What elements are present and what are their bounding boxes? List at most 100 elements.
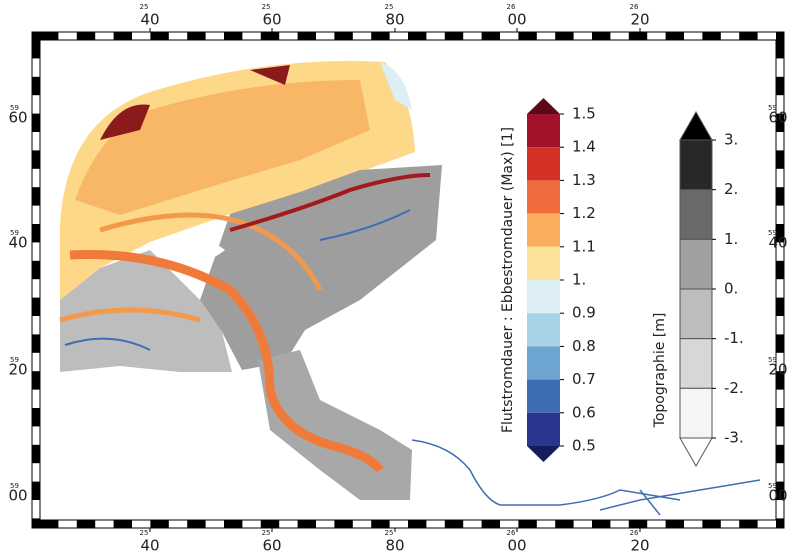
frame-stripe <box>555 520 574 528</box>
colorbar-segment <box>527 280 560 314</box>
x-axis-minor-label: 26 <box>630 3 639 11</box>
frame-stripe <box>187 520 206 528</box>
colorbar-tick-label: 0.6 <box>572 403 596 421</box>
y-axis-minor-label: 59 <box>10 229 19 237</box>
colorbar-tick-label: -1. <box>724 329 744 347</box>
colorbar-segment <box>679 288 713 340</box>
frame-stripe <box>260 520 280 528</box>
frame-corner <box>776 520 784 528</box>
colorbar-segment <box>527 412 560 446</box>
colorbar-tick-label: 0.7 <box>572 370 596 388</box>
frame-stripe <box>408 32 427 40</box>
x-axis-minor-label: 26 <box>507 3 516 11</box>
colorbar-tick-label: 0. <box>724 280 738 298</box>
x-axis-label: 40 <box>140 537 159 555</box>
colorbar-segment <box>679 189 713 240</box>
y-axis-label: 60 <box>8 109 27 127</box>
frame-stripe <box>334 32 353 40</box>
colorbar-segment <box>527 246 560 280</box>
colorbar-segment <box>527 379 560 413</box>
colorbar-segment <box>679 238 713 290</box>
frame-stripe <box>297 32 316 40</box>
channel <box>229 173 431 232</box>
frame-stripe <box>444 520 464 528</box>
frame-stripe <box>776 408 784 427</box>
frame-stripe <box>592 520 611 528</box>
frame-stripe <box>776 150 784 169</box>
frame-corner <box>32 520 40 528</box>
x-axis-label: 80 <box>385 537 404 555</box>
colorbar-tick-label: 0.9 <box>572 304 596 322</box>
frame-stripe <box>628 32 648 40</box>
y-axis-minor-label: 59 <box>768 482 777 490</box>
frame-stripe <box>76 32 96 40</box>
frame-stripe <box>150 520 169 528</box>
frame-stripe <box>776 76 784 96</box>
frame <box>31 28 785 532</box>
frame-stripe <box>776 224 784 243</box>
frame-stripe <box>32 334 40 353</box>
frame-stripe <box>776 444 784 464</box>
x-axis-label: 20 <box>630 11 649 29</box>
colorbar-segment <box>679 338 713 389</box>
frame-stripe <box>113 520 132 528</box>
frame-stripe <box>224 520 243 528</box>
channel <box>69 249 384 473</box>
colorbar-segment <box>527 346 560 380</box>
x-axis-label: 00 <box>507 537 526 555</box>
y-axis-label: 20 <box>768 361 787 379</box>
x-axis-label: 00 <box>507 11 526 29</box>
y-axis-minor-label: 59 <box>768 356 777 364</box>
colorbar-tick-label: 1. <box>572 271 586 289</box>
frame-stripe <box>444 32 464 40</box>
frame-stripe <box>776 371 784 390</box>
frame-stripe <box>481 520 500 528</box>
colorbar-tick-label: 1.1 <box>572 237 596 255</box>
frame-stripe <box>776 260 784 280</box>
y-axis-label: 20 <box>8 361 27 379</box>
colorbar-title: Topographie [m] <box>652 313 668 429</box>
frame-stripe <box>665 520 684 528</box>
x-axis-label: 20 <box>630 537 649 555</box>
frame-stripe <box>665 32 684 40</box>
x-axis-label: 80 <box>385 11 404 29</box>
frame-stripe <box>518 520 537 528</box>
y-axis-minor-label: 59 <box>10 356 19 364</box>
colorbar-over <box>527 98 560 114</box>
channel <box>64 209 411 351</box>
frame-stripe <box>776 40 784 59</box>
x-axis-minor-label: 26 <box>630 529 639 537</box>
frame-stripe <box>776 297 784 316</box>
frame-stripe <box>518 32 537 40</box>
frame-stripe <box>40 32 59 40</box>
frame-stripe <box>32 150 40 169</box>
colorbar-tick-label: 1. <box>724 230 738 248</box>
frame-stripe <box>371 32 390 40</box>
frame-stripe <box>32 518 40 520</box>
map-area <box>59 60 761 516</box>
frame-stripe <box>297 520 316 528</box>
colorbar-tick-label: 0.5 <box>572 437 596 455</box>
land <box>200 165 442 370</box>
frame-stripe <box>592 32 611 40</box>
x-axis-minor-label: 25 <box>262 3 271 11</box>
frame-stripe <box>32 113 40 132</box>
x-axis-minor-label: 25 <box>385 529 394 537</box>
frame-stripe <box>32 371 40 390</box>
y-axis-label: 40 <box>8 234 27 252</box>
island <box>165 238 225 264</box>
frame-stripe <box>187 32 206 40</box>
frame-stripe <box>32 408 40 427</box>
frame-stripe <box>628 520 648 528</box>
frame-stripe <box>776 481 784 500</box>
frame-stripe <box>32 481 40 500</box>
river <box>411 439 761 516</box>
x-axis-minor-label: 25 <box>140 3 149 11</box>
colorbar-title: Flutstromdauer : Ebbestromdauer (Max) [1… <box>500 127 516 433</box>
colorbar-tick-label: 2. <box>724 180 738 198</box>
axis-labels: 2540254025602560258025802600260026202620… <box>8 3 787 555</box>
frame-stripe <box>76 520 96 528</box>
x-axis-label: 60 <box>262 11 281 29</box>
sea-area <box>75 80 370 215</box>
colorbar-tick-label: 1.5 <box>572 105 596 123</box>
